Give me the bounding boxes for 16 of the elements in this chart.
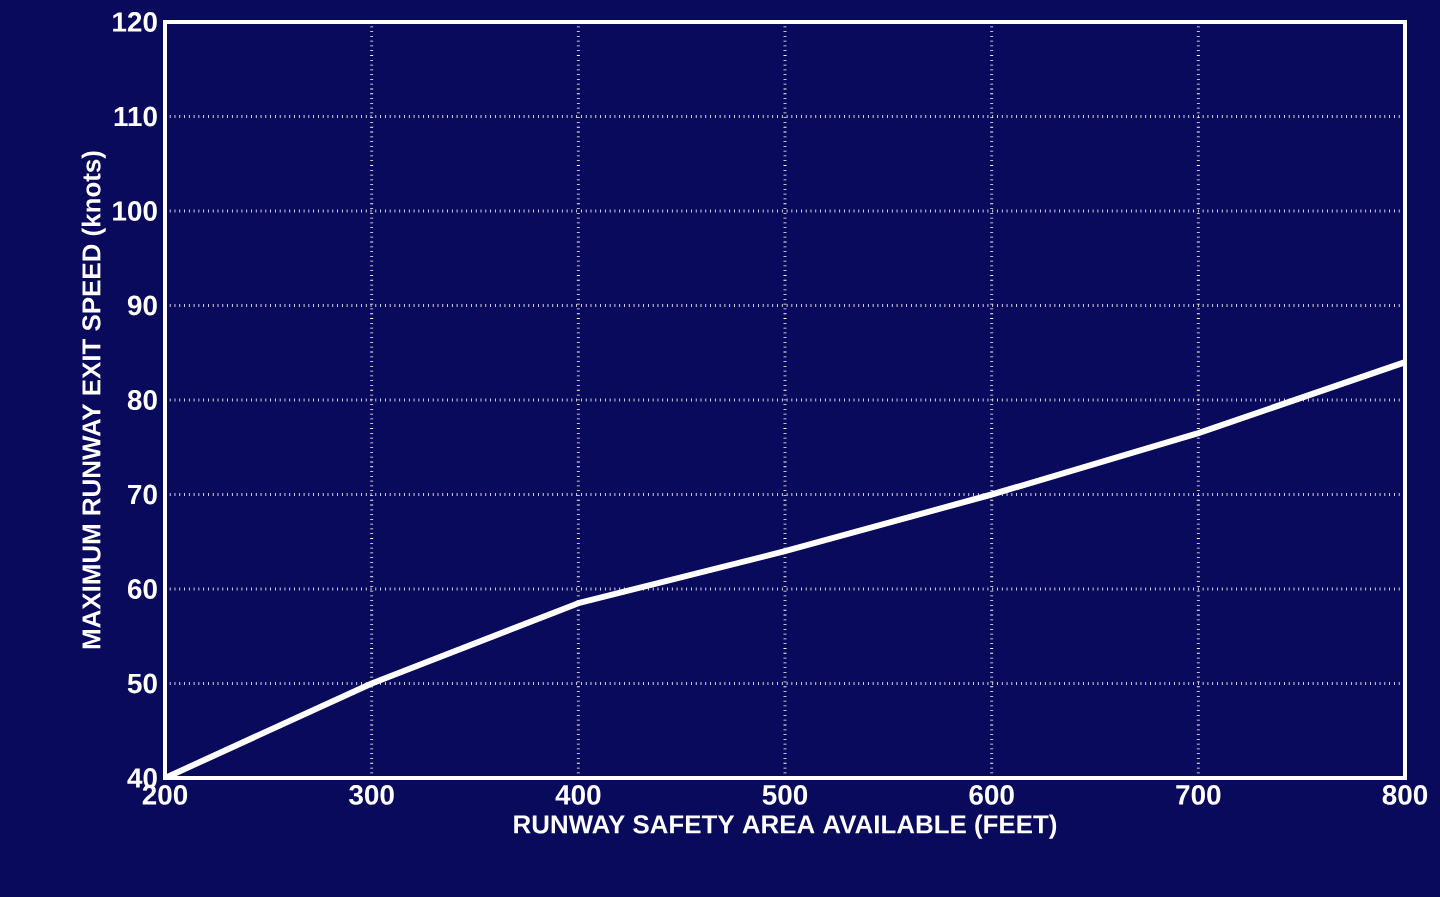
y-axis-title: MAXIMUM RUNWAY EXIT SPEED (knots) <box>81 151 106 649</box>
y-tick-label: 70 <box>128 484 157 505</box>
x-tick-label: 400 <box>555 785 601 805</box>
x-tick-label: 800 <box>1382 785 1428 805</box>
x-axis-title: RUNWAY SAFETY AREA AVAILABLE (FEET) <box>514 814 1057 839</box>
y-tick-label: 50 <box>127 673 157 694</box>
x-tick-label: 700 <box>1176 785 1221 805</box>
y-tick-label: 110 <box>114 106 157 127</box>
y-tick-label: 90 <box>127 295 157 316</box>
x-tick-label: 500 <box>762 785 808 805</box>
x-tick-label: 300 <box>349 785 394 805</box>
x-tick-label: 600 <box>969 785 1014 805</box>
y-tick-label: 60 <box>127 579 157 599</box>
y-tick-label: 80 <box>127 390 157 410</box>
y-tick-label: 120 <box>113 12 157 32</box>
y-tick-label: 100 <box>113 201 157 221</box>
